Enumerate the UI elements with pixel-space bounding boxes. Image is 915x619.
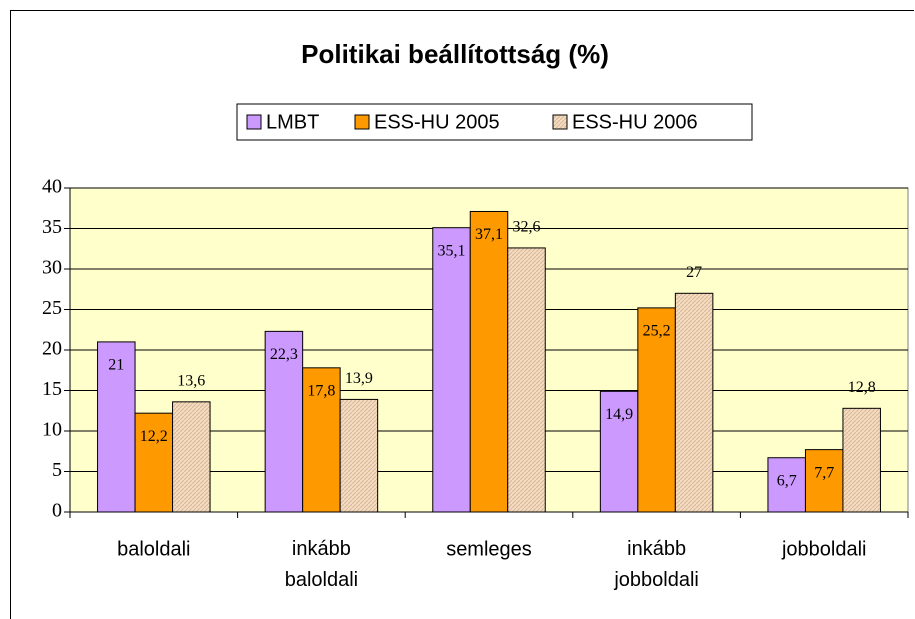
y-tick-label: 40 [42, 176, 62, 198]
bar [302, 367, 341, 513]
y-tick-label: 10 [42, 419, 62, 441]
legend-swatch [354, 114, 370, 130]
bar [134, 412, 174, 513]
x-tick-label: inkább jobboldali [613, 538, 699, 591]
bar [469, 210, 509, 513]
frame [10, 10, 914, 619]
data-label: 7,7 [814, 464, 834, 481]
legend-swatch [552, 114, 568, 130]
bar [507, 247, 546, 513]
bar [599, 390, 639, 513]
legend-label: ESS-HU 2006 [572, 111, 698, 133]
legend-label: LMBT [266, 111, 319, 133]
data-label: 35,1 [438, 242, 466, 259]
bar [842, 407, 881, 513]
data-label: 37,1 [475, 226, 503, 243]
bar [674, 292, 714, 513]
data-label: 21 [108, 357, 124, 374]
y-tick-label: 25 [42, 297, 62, 319]
bar [264, 330, 304, 513]
bar [804, 449, 844, 513]
data-label: 12,2 [140, 428, 168, 445]
x-tick-label: inkább baloldali [285, 538, 358, 591]
x-tick-label: baloldali [117, 538, 190, 560]
x-tick-label: semleges [446, 538, 532, 560]
legend-swatch [246, 114, 262, 130]
bar [637, 307, 676, 513]
y-tick-label: 15 [42, 378, 62, 400]
data-label: 17,8 [307, 382, 335, 399]
data-label: 25,2 [643, 323, 671, 340]
y-tick-label: 35 [42, 216, 62, 238]
y-tick-label: 5 [52, 459, 62, 481]
bar [432, 227, 471, 513]
bar [97, 341, 136, 513]
chart-title: Politikai beállítottság (%) [301, 39, 609, 69]
data-label: 27 [686, 264, 702, 281]
x-tick-label: jobboldali [781, 538, 867, 560]
data-label: 13,6 [177, 373, 205, 390]
data-label: 13,9 [345, 370, 373, 387]
y-tick-label: 0 [52, 500, 62, 522]
legend [236, 103, 753, 141]
data-label: 6,7 [777, 472, 797, 489]
bar [339, 398, 379, 513]
y-tick-label: 20 [42, 338, 62, 360]
data-label: 22,3 [270, 346, 298, 363]
legend-label: ESS-HU 2005 [374, 111, 500, 133]
data-label: 12,8 [848, 379, 876, 396]
bar [767, 457, 806, 513]
y-tick-label: 30 [42, 257, 62, 279]
data-label: 14,9 [605, 406, 633, 423]
bar [172, 401, 211, 513]
data-label: 32,6 [513, 219, 541, 236]
